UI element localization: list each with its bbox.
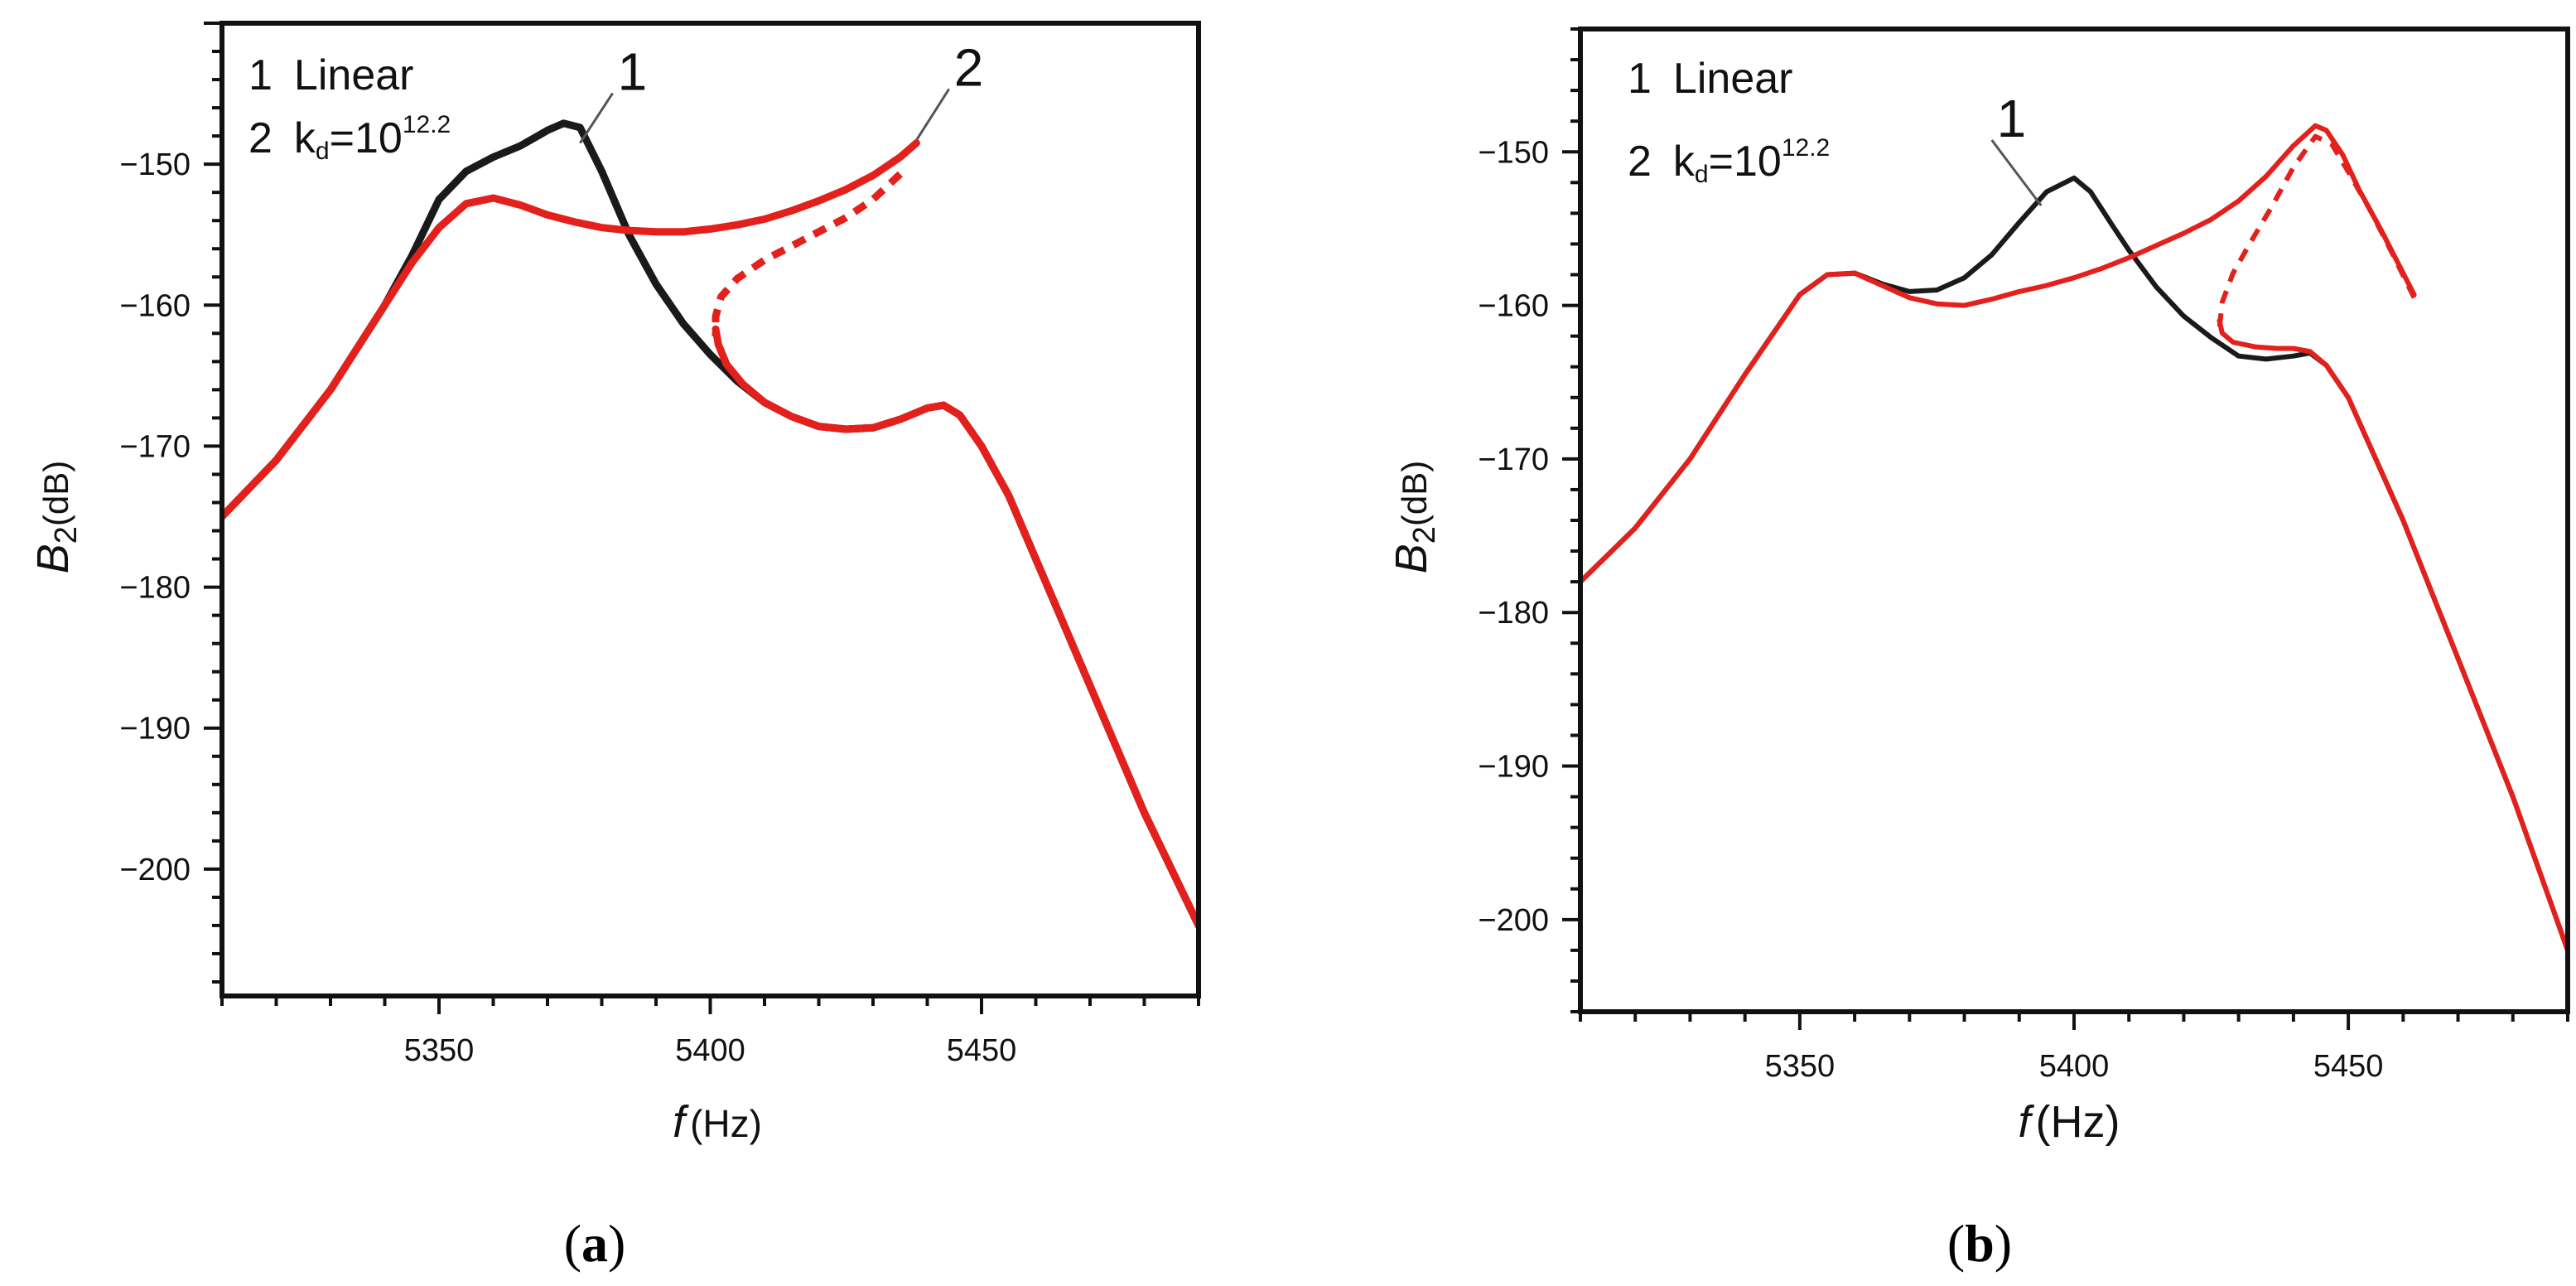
panel-a-x-tick-label: 5450 [947,1033,1017,1068]
panel-b-x-tick-label: 5450 [2313,1049,2384,1084]
panel-b-curve-labels: 12 [1990,89,2043,207]
panel-a-series-1-line [222,119,1199,930]
panel-a-series-2-line [222,139,920,520]
svg-text:B2(dB): B2(dB) [1387,461,1442,574]
panel-b-curve-label-leader [1990,139,2043,207]
panel-b-y-tick-label: −170 [1478,442,1549,477]
panel-a-series-4-line [712,325,1199,930]
panel-b-plot-frame [1578,27,2570,1014]
panel-a-curve-label: 1 [618,42,648,102]
panel-a-curves [222,119,1199,930]
panel-a-y-tick-label: −200 [119,853,191,887]
panel-b-x-tick-label: 5400 [2039,1049,2110,1084]
panel-b-legend: 1 Linear 2 kd=1012.2 [1628,55,1830,188]
panel-a-x-axis-title: f (Hz) [673,1097,762,1147]
panel-b-series-4-line [2217,318,2568,953]
panel-a-curve-label-leader [579,92,614,144]
panel-a-legend-item-1: 1 Linear [248,51,413,99]
panel-b-y-tick-label: −190 [1478,750,1549,785]
panel-b-series-3-line [2217,133,2417,329]
panel-b-caption: (b) [1947,1214,2012,1273]
panel-b-y-tick-label: −180 [1478,596,1549,631]
panel-b-x-axis-title: f (Hz) [2019,1097,2120,1147]
panel-b-curves [1580,123,2568,953]
panel-b-y-tick-label: −200 [1478,903,1549,938]
panel-a-legend-item-2: 2 kd=1012.2 [248,111,451,165]
panel-a-ticks: 5350 5400 5450 −150 −160 −170 −180 −190 −200 [119,22,1200,1068]
panel-a-y-tick-label: −150 [119,147,191,182]
panel-b-legend-item-2: 2 kd=1012.2 [1628,134,1830,188]
panel-b-legend-item-1: 1 Linear [1628,55,1792,103]
panel-a-x-tick-label: 5350 [404,1033,475,1068]
panel-a-y-axis-title: B2(dB) [28,461,84,574]
panel-b-curve-label: 1 [1997,89,2027,148]
panel-b-y-axis-title: B2(dB) [1387,461,1442,574]
panel-b: B2(dB) f (Hz) 5350 5400 5450 −150 −160 −170 −18… [1387,27,2570,1273]
svg-text:f(Hz): f (Hz) [2019,1097,2120,1147]
svg-text:f(Hz): f (Hz) [673,1097,762,1147]
panel-b-x-tick-label: 5350 [1765,1049,1836,1084]
panel-a-series-3-line [712,171,903,336]
panel-b-series-2-line [1580,123,2417,585]
panel-b-ticks: 5350 5400 5450 −150 −160 −170 −180 −190 −200 [1478,27,2569,1084]
svg-text:B2(dB): B2(dB) [28,461,84,574]
panel-a-y-tick-label: −180 [119,571,191,606]
panel-a-y-tick-label: −170 [119,429,191,464]
panel-b-y-tick-label: −160 [1478,289,1549,324]
panel-a-y-tick-label: −160 [119,288,191,323]
panel-a-legend: 1 Linear 2 kd=1012.2 [248,51,451,165]
panel-a-caption: (a) [564,1214,626,1273]
panel-a-curve-label-leader [915,88,950,142]
panel-a-y-tick-label: −190 [119,712,191,747]
panel-a: B2(dB) f (Hz) 5350 5400 5450 −150 −160 −170 −18… [28,21,1201,1273]
panel-b-y-tick-label: −150 [1478,135,1549,170]
panel-a-x-tick-label: 5400 [675,1033,745,1068]
panel-a-curve-label: 2 [954,37,984,97]
panel-a-plot-frame [219,21,1201,998]
